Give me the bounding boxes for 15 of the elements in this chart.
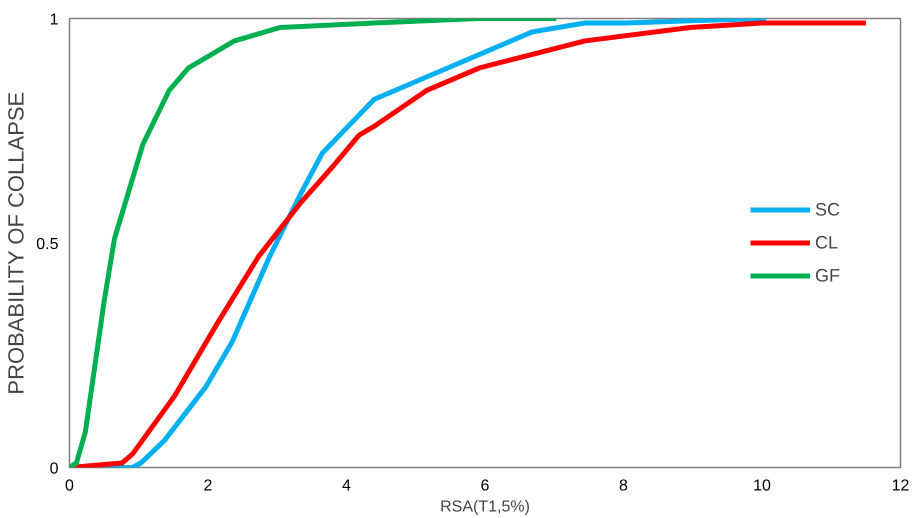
y-axis-title: PROBABILITY OF COLLAPSE — [3, 92, 28, 395]
legend-label: GF — [814, 265, 840, 286]
x-axis-title: RSA(T1,5%) — [440, 498, 530, 516]
y-tick-label: 1 — [50, 12, 59, 28]
legend-label: SC — [814, 199, 840, 220]
y-tick-label: 0 — [50, 460, 59, 478]
x-tick-label: 10 — [753, 478, 771, 494]
y-tick-label: 0.5 — [36, 236, 59, 253]
x-tick-label: 12 — [892, 478, 910, 494]
x-tick-label: 4 — [342, 478, 352, 494]
x-tick-label: 6 — [480, 478, 490, 494]
x-tick-label: 8 — [619, 478, 628, 494]
x-tick-label: 2 — [204, 478, 213, 494]
x-tick-label: 0 — [65, 478, 74, 494]
legend-label: CL — [814, 232, 838, 253]
